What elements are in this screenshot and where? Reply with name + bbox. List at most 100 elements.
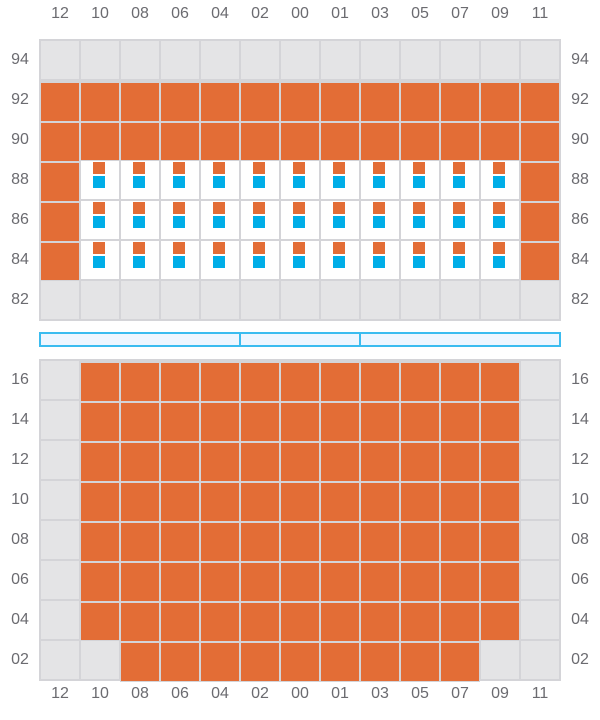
slot-cell[interactable] <box>440 240 480 280</box>
slot-cell[interactable] <box>440 602 480 642</box>
slot-cell[interactable] <box>200 200 240 240</box>
slot-cell[interactable] <box>240 160 280 200</box>
slot-cell[interactable] <box>480 362 520 402</box>
slot-cell[interactable] <box>360 82 400 122</box>
slot-cell[interactable] <box>280 200 320 240</box>
slot-cell[interactable] <box>480 602 520 642</box>
slot-cell[interactable] <box>520 162 560 202</box>
slot-cell[interactable] <box>320 402 360 442</box>
slot-cell[interactable] <box>400 82 440 122</box>
slot-cell[interactable] <box>440 642 480 682</box>
slot-cell[interactable] <box>320 240 360 280</box>
slot-cell[interactable] <box>520 202 560 242</box>
slot-cell[interactable] <box>480 402 520 442</box>
slot-cell[interactable] <box>80 402 120 442</box>
slot-cell[interactable] <box>200 482 240 522</box>
slot-cell[interactable] <box>200 82 240 122</box>
slot-cell[interactable] <box>400 122 440 162</box>
slot-cell[interactable] <box>240 122 280 162</box>
slot-cell[interactable] <box>80 82 120 122</box>
slot-cell[interactable] <box>280 362 320 402</box>
slot-cell[interactable] <box>160 362 200 402</box>
slot-cell[interactable] <box>440 160 480 200</box>
slot-cell[interactable] <box>400 160 440 200</box>
slot-cell[interactable] <box>40 82 80 122</box>
slot-cell[interactable] <box>280 562 320 602</box>
slot-cell[interactable] <box>160 160 200 200</box>
slot-cell[interactable] <box>160 482 200 522</box>
slot-cell[interactable] <box>360 602 400 642</box>
slot-cell[interactable] <box>280 442 320 482</box>
slot-cell[interactable] <box>240 240 280 280</box>
slot-cell[interactable] <box>400 522 440 562</box>
slot-cell[interactable] <box>360 160 400 200</box>
slot-cell[interactable] <box>320 82 360 122</box>
slot-cell[interactable] <box>520 122 560 162</box>
slot-cell[interactable] <box>480 240 520 280</box>
slot-cell[interactable] <box>120 160 160 200</box>
slot-cell[interactable] <box>480 82 520 122</box>
slot-cell[interactable] <box>480 482 520 522</box>
slot-cell[interactable] <box>40 162 80 202</box>
slot-cell[interactable] <box>160 562 200 602</box>
slot-cell[interactable] <box>360 362 400 402</box>
slot-cell[interactable] <box>320 522 360 562</box>
slot-cell[interactable] <box>320 482 360 522</box>
slot-cell[interactable] <box>120 522 160 562</box>
slot-cell[interactable] <box>200 122 240 162</box>
slot-cell[interactable] <box>360 562 400 602</box>
slot-cell[interactable] <box>440 200 480 240</box>
slot-cell[interactable] <box>200 602 240 642</box>
slot-cell[interactable] <box>240 482 280 522</box>
slot-cell[interactable] <box>200 562 240 602</box>
slot-cell[interactable] <box>40 122 80 162</box>
slot-cell[interactable] <box>320 160 360 200</box>
slot-cell[interactable] <box>40 242 80 282</box>
slot-cell[interactable] <box>360 482 400 522</box>
slot-cell[interactable] <box>320 602 360 642</box>
slot-cell[interactable] <box>280 602 320 642</box>
slot-cell[interactable] <box>80 240 120 280</box>
slot-cell[interactable] <box>320 562 360 602</box>
slot-cell[interactable] <box>120 482 160 522</box>
slot-cell[interactable] <box>120 240 160 280</box>
slot-cell[interactable] <box>280 82 320 122</box>
slot-cell[interactable] <box>120 642 160 682</box>
slot-cell[interactable] <box>400 200 440 240</box>
slot-cell[interactable] <box>320 642 360 682</box>
slot-cell[interactable] <box>160 240 200 280</box>
slot-cell[interactable] <box>80 442 120 482</box>
slot-cell[interactable] <box>440 562 480 602</box>
slot-cell[interactable] <box>480 122 520 162</box>
slot-cell[interactable] <box>400 402 440 442</box>
slot-cell[interactable] <box>480 562 520 602</box>
slot-cell[interactable] <box>80 200 120 240</box>
slot-cell[interactable] <box>280 240 320 280</box>
slot-cell[interactable] <box>80 562 120 602</box>
slot-cell[interactable] <box>120 402 160 442</box>
slot-cell[interactable] <box>320 362 360 402</box>
slot-cell[interactable] <box>240 82 280 122</box>
slot-cell[interactable] <box>360 642 400 682</box>
slot-cell[interactable] <box>200 522 240 562</box>
slot-cell[interactable] <box>440 122 480 162</box>
slot-cell[interactable] <box>160 82 200 122</box>
slot-cell[interactable] <box>200 160 240 200</box>
slot-cell[interactable] <box>360 442 400 482</box>
slot-cell[interactable] <box>160 442 200 482</box>
slot-cell[interactable] <box>520 242 560 282</box>
slot-cell[interactable] <box>240 602 280 642</box>
slot-cell[interactable] <box>160 122 200 162</box>
slot-cell[interactable] <box>480 522 520 562</box>
slot-cell[interactable] <box>360 200 400 240</box>
slot-cell[interactable] <box>40 202 80 242</box>
slot-cell[interactable] <box>280 160 320 200</box>
slot-cell[interactable] <box>440 402 480 442</box>
slot-cell[interactable] <box>320 122 360 162</box>
slot-cell[interactable] <box>120 362 160 402</box>
slot-cell[interactable] <box>200 442 240 482</box>
slot-cell[interactable] <box>240 362 280 402</box>
slot-cell[interactable] <box>280 482 320 522</box>
slot-cell[interactable] <box>120 562 160 602</box>
slot-cell[interactable] <box>480 442 520 482</box>
